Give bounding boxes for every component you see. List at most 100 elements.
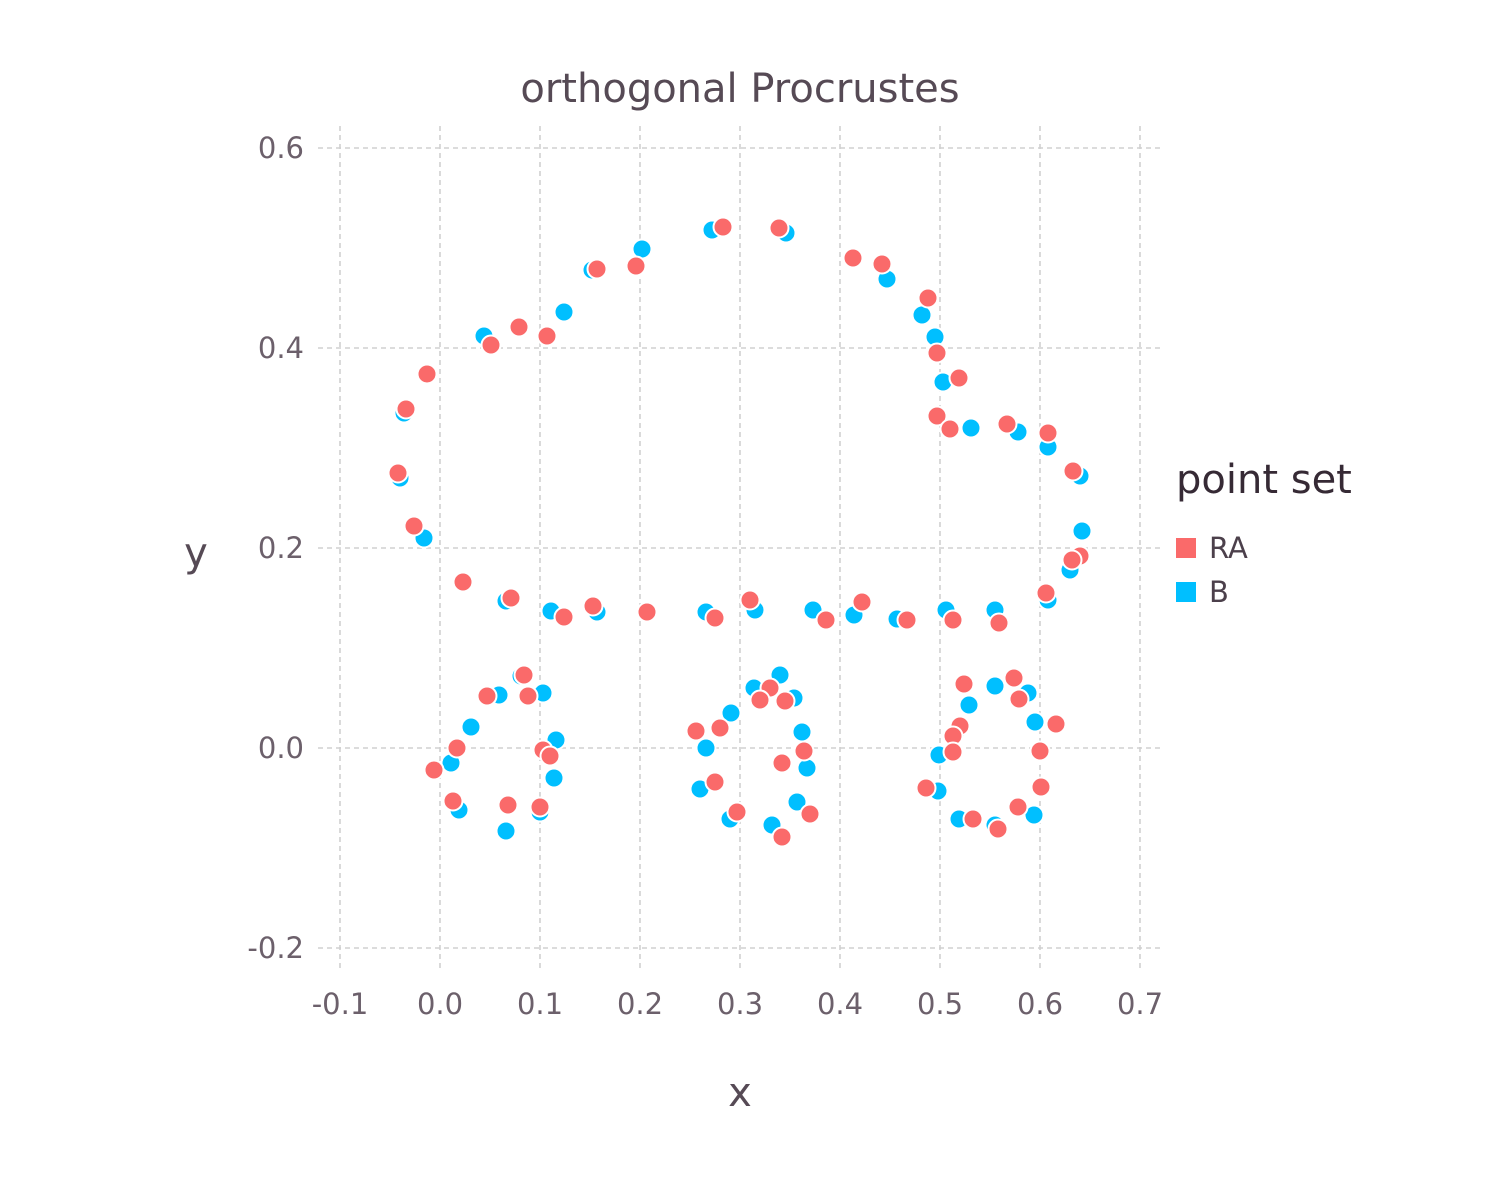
point-ra (749, 689, 771, 711)
point-b (720, 702, 742, 724)
point-ra (480, 334, 502, 356)
x-tick-label: 0.6 (1017, 987, 1063, 1021)
point-ra (625, 255, 647, 277)
point-ra (942, 741, 964, 763)
point-ra (793, 740, 815, 762)
point-ra (497, 794, 519, 816)
point-ra (1030, 776, 1052, 798)
point-b (553, 301, 575, 323)
grid (318, 126, 1162, 970)
point-ra (896, 609, 918, 631)
x-tick-label: 0.2 (617, 987, 663, 1021)
point-b (796, 757, 818, 779)
legend-swatch-ra (1176, 538, 1196, 558)
x-tick-label: 0.1 (517, 987, 563, 1021)
point-ra (1061, 549, 1083, 571)
point-ra (529, 796, 551, 818)
point-ra (508, 316, 530, 338)
point-ra (842, 247, 864, 269)
point-ra (517, 685, 539, 707)
point-ra (1045, 713, 1067, 735)
point-ra (416, 363, 438, 385)
point-ra (726, 801, 748, 823)
point-ra (403, 515, 425, 537)
point-ra (476, 685, 498, 707)
y-tick-label: 0.6 (258, 131, 304, 165)
point-b (460, 716, 482, 738)
point-ra (446, 737, 468, 759)
series-b (389, 219, 1093, 842)
point-ra (712, 216, 734, 238)
point-ra (442, 790, 464, 812)
point-ra (926, 405, 948, 427)
point-ra (948, 367, 970, 389)
legend-label-ra: RA (1209, 531, 1248, 565)
point-b (791, 721, 813, 743)
point-ra (799, 803, 821, 825)
point-b (1024, 711, 1046, 733)
point-ra (1007, 796, 1029, 818)
point-ra (915, 777, 937, 799)
point-b (958, 694, 980, 716)
x-tick-label: 0.7 (1117, 987, 1163, 1021)
point-ra (768, 217, 790, 239)
x-axis-label: x (728, 1070, 752, 1116)
point-ra (988, 612, 1010, 634)
point-ra (586, 258, 608, 280)
point-ra (539, 745, 561, 767)
point-ra (582, 595, 604, 617)
point-ra (815, 609, 837, 631)
y-tick-label: 0.0 (258, 731, 304, 765)
point-b (786, 791, 808, 813)
point-b (1071, 520, 1093, 542)
point-ra (513, 664, 535, 686)
point-ra (987, 818, 1009, 840)
point-ra (939, 418, 961, 440)
point-ra (452, 571, 474, 593)
point-ra (1003, 667, 1025, 689)
point-ra (996, 413, 1018, 435)
point-ra (926, 342, 948, 364)
point-ra (704, 607, 726, 629)
x-tick-label: 0.5 (917, 987, 963, 1021)
y-tick-label: -0.2 (247, 931, 304, 965)
point-ra (1037, 422, 1059, 444)
point-ra (500, 587, 522, 609)
point-ra (704, 771, 726, 793)
point-ra (917, 287, 939, 309)
legend: point set RA B (1176, 457, 1352, 609)
x-tick-label: 0.3 (717, 987, 763, 1021)
legend-title: point set (1176, 457, 1352, 503)
point-ra (739, 589, 761, 611)
point-b (695, 737, 717, 759)
point-ra (1029, 740, 1051, 762)
x-tick-label: -0.1 (312, 987, 369, 1021)
legend-swatch-b (1176, 582, 1196, 602)
y-axis-label: y (184, 530, 208, 576)
point-b (495, 820, 517, 842)
y-tick-label: 0.2 (258, 531, 304, 565)
point-ra (685, 720, 707, 742)
point-ra (1035, 582, 1057, 604)
point-b (960, 417, 982, 439)
point-ra (387, 462, 409, 484)
data-points (387, 216, 1093, 848)
point-ra (851, 591, 873, 613)
point-ra (423, 759, 445, 781)
point-ra (395, 398, 417, 420)
point-ra (553, 606, 575, 628)
point-ra (1062, 460, 1084, 482)
legend-label-b: B (1209, 575, 1229, 609)
point-ra (536, 325, 558, 347)
x-tick-label: 0.0 (417, 987, 463, 1021)
point-ra (962, 808, 984, 830)
point-ra (1008, 688, 1030, 710)
point-ra (636, 601, 658, 623)
x-tick-labels: -0.1 0.0 0.1 0.2 0.3 0.4 0.5 0.6 0.7 (312, 987, 1163, 1021)
point-ra (771, 752, 793, 774)
point-b (543, 767, 565, 789)
point-ra (771, 826, 793, 848)
point-ra (953, 673, 975, 695)
point-ra (871, 253, 893, 275)
